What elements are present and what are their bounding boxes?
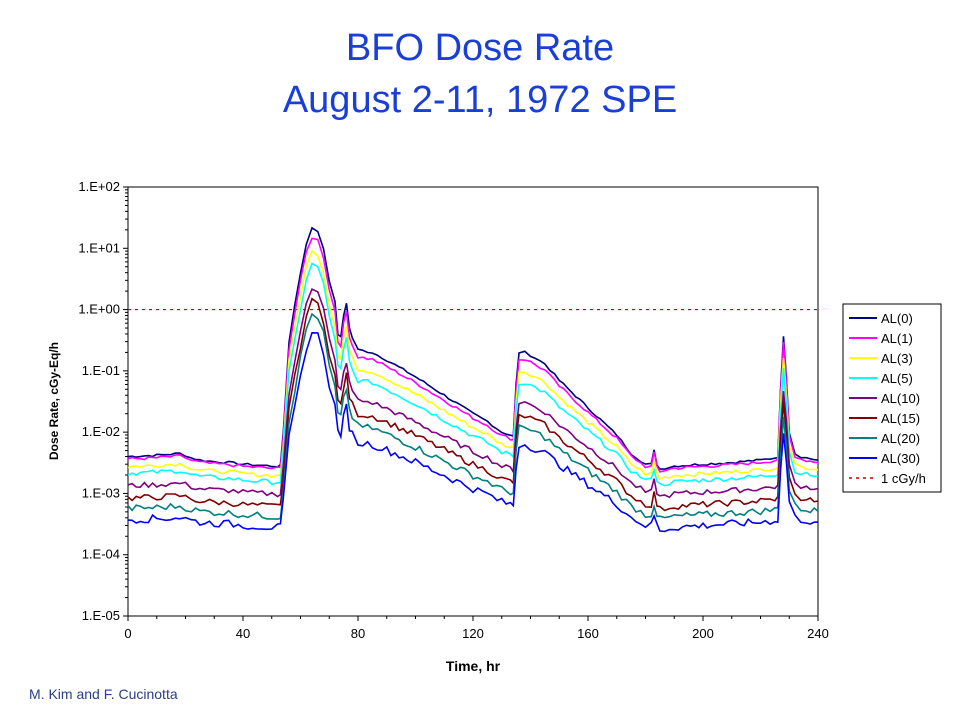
legend-label: AL(10) — [881, 391, 920, 406]
series-line-al1 — [127, 237, 819, 473]
x-tick-label: 160 — [577, 626, 599, 641]
series-line-al5 — [127, 262, 819, 487]
series-line-al3 — [127, 249, 819, 481]
legend-label: AL(1) — [881, 331, 913, 346]
series-line-al30 — [127, 331, 819, 533]
y-tick-label: 1.E-02 — [82, 424, 120, 439]
x-tick-label: 200 — [692, 626, 714, 641]
x-tick-label: 40 — [236, 626, 250, 641]
slide-title-line1: BFO Dose Rate — [345, 27, 615, 69]
series-line-al10 — [127, 288, 819, 499]
series-line-al20 — [127, 312, 819, 520]
x-tick-label: 240 — [807, 626, 829, 641]
legend-label: AL(20) — [881, 431, 920, 446]
x-axis-label: Time, hr — [446, 658, 501, 674]
credit-text: M. Kim and F. Cucinotta — [29, 686, 178, 702]
legend-label: AL(30) — [881, 451, 920, 466]
series-line-al0 — [127, 226, 819, 470]
y-tick-label: 1.E-04 — [82, 547, 120, 562]
y-tick-label: 1.E+00 — [78, 302, 120, 317]
y-tick-label: 1.E+02 — [78, 179, 120, 194]
legend-label: AL(5) — [881, 371, 913, 386]
y-tick-label: 1.E+01 — [78, 240, 120, 255]
legend-label: 1 cGy/h — [881, 471, 926, 486]
x-tick-label: 0 — [124, 626, 131, 641]
slide-title-line2: August 2-11, 1972 SPE — [282, 79, 678, 121]
x-tick-label: 80 — [351, 626, 365, 641]
y-tick-label: 1.E-01 — [82, 363, 120, 378]
y-axis-label: Dose Rate, cGy-Eq/h — [47, 342, 61, 460]
series-line-al15 — [127, 297, 819, 512]
legend: AL(0) AL(1) AL(3) AL(5) AL(10) AL(15) AL(20) AL… — [842, 303, 942, 493]
legend-label: AL(0) — [881, 311, 913, 326]
y-tick-label: 1.E-03 — [82, 485, 120, 500]
plot-area — [127, 186, 819, 617]
x-tick-label: 120 — [462, 626, 484, 641]
y-tick-label: 1.E-05 — [82, 608, 120, 623]
legend-label: AL(15) — [881, 411, 920, 426]
legend-label: AL(3) — [881, 351, 913, 366]
